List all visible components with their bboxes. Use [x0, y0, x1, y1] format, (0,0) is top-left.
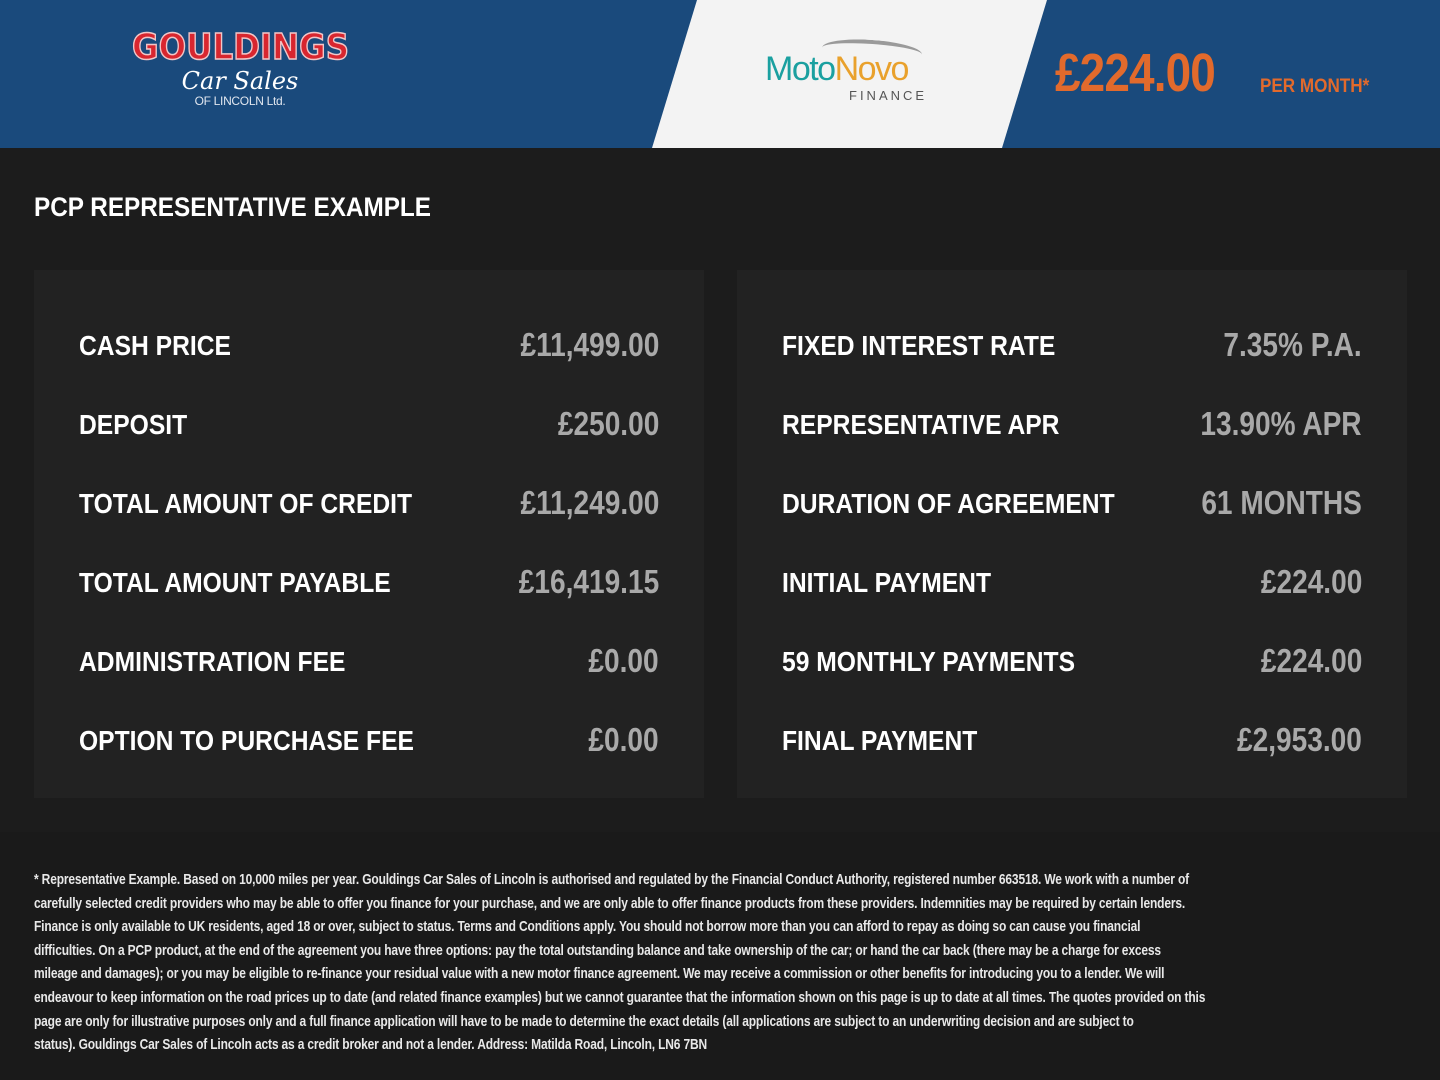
detail-row: 59 MONTHLY PAYMENTS £224.00: [782, 640, 1362, 680]
dealer-logo-subtitle: Car Sales: [181, 67, 299, 95]
disclaimer-line: status). Gouldings Car Sales of Lincoln …: [34, 1036, 708, 1054]
disclaimer-line: Finance is only available to UK resident…: [34, 918, 1141, 936]
detail-row: CASH PRICE £11,499.00: [79, 324, 659, 364]
detail-value: £250.00: [557, 405, 659, 442]
detail-label: OPTION TO PURCHASE FEE: [79, 725, 414, 756]
detail-value: £224.00: [1260, 563, 1362, 600]
detail-value: £11,249.00: [520, 484, 659, 521]
finance-logo-band: [652, 0, 1047, 148]
detail-row: ADMINISTRATION FEE £0.00: [79, 640, 659, 680]
detail-row: FIXED INTEREST RATE 7.35% P.A.: [782, 324, 1362, 364]
detail-value: £2,953.00: [1237, 721, 1362, 758]
disclaimer-line: mileage and damages); or you may be elig…: [34, 965, 1165, 983]
detail-label: INITIAL PAYMENT: [782, 567, 992, 598]
detail-value: £11,499.00: [520, 326, 659, 363]
detail-value: 61 MONTHS: [1201, 484, 1362, 521]
finance-logo: MotoNovo FINANCE: [765, 50, 935, 103]
detail-label: FINAL PAYMENT: [782, 725, 978, 756]
detail-label: 59 MONTHLY PAYMENTS: [782, 646, 1076, 677]
disclaimer-line: difficulties. On a PCP product, at the e…: [34, 941, 1161, 959]
dealer-logo-name: GOULDINGS: [131, 27, 350, 69]
finance-details-left: CASH PRICE £11,499.00 DEPOSIT £250.00 TOTA…: [34, 270, 704, 798]
header-banner: GOULDINGS Car Sales OF LINCOLN Ltd. Moto…: [0, 0, 1440, 148]
detail-row: TOTAL AMOUNT PAYABLE £16,419.15: [79, 561, 659, 601]
finance-logo-part1: Moto: [765, 50, 836, 88]
page-title: PCP REPRESENTATIVE EXAMPLE: [34, 192, 431, 222]
disclaimer-line: endeavour to keep information on the roa…: [34, 988, 1206, 1006]
monthly-price: £224.00: [1055, 43, 1216, 103]
disclaimer-line: carefully selected credit providers who …: [34, 894, 1186, 912]
detail-label: TOTAL AMOUNT OF CREDIT: [79, 488, 413, 519]
detail-label: TOTAL AMOUNT PAYABLE: [79, 567, 391, 598]
disclaimer-line: * Representative Example. Based on 10,00…: [34, 871, 1189, 888]
dealer-logo: GOULDINGS Car Sales OF LINCOLN Ltd.: [120, 27, 360, 108]
detail-value: £224.00: [1260, 642, 1362, 679]
detail-value: 13.90% APR: [1200, 405, 1362, 442]
per-month-label: PER MONTH*: [1260, 76, 1370, 97]
detail-label: DURATION OF AGREEMENT: [782, 488, 1115, 519]
detail-value: £16,419.15: [518, 563, 659, 600]
disclaimer-line: page are only for illustrative purposes …: [34, 1012, 1134, 1030]
finance-details-right: FIXED INTEREST RATE 7.35% P.A. REPRESENTA…: [737, 270, 1407, 798]
detail-label: ADMINISTRATION FEE: [79, 646, 346, 677]
detail-row: TOTAL AMOUNT OF CREDIT £11,249.00: [79, 482, 659, 522]
detail-row: FINAL PAYMENT £2,953.00: [782, 719, 1362, 759]
detail-row: DEPOSIT £250.00: [79, 403, 659, 443]
detail-value: £0.00: [588, 721, 659, 758]
detail-row: OPTION TO PURCHASE FEE £0.00: [79, 719, 659, 759]
detail-label: FIXED INTEREST RATE: [782, 330, 1056, 361]
disclaimer-text: * Representative Example. Based on 10,00…: [34, 868, 1440, 1057]
footer: * Representative Example. Based on 10,00…: [0, 832, 1440, 1080]
detail-value: 7.35% P.A.: [1223, 326, 1362, 363]
detail-label: DEPOSIT: [79, 409, 188, 440]
detail-row: DURATION OF AGREEMENT 61 MONTHS: [782, 482, 1362, 522]
dealer-logo-tagline: OF LINCOLN Ltd.: [194, 94, 286, 108]
detail-value: £0.00: [588, 642, 659, 679]
finance-logo-subtitle: FINANCE: [849, 88, 928, 103]
detail-label: CASH PRICE: [79, 330, 231, 361]
detail-row: REPRESENTATIVE APR 13.90% APR: [782, 403, 1362, 443]
detail-label: REPRESENTATIVE APR: [782, 409, 1060, 440]
finance-logo-part2: Novo: [834, 50, 910, 88]
detail-row: INITIAL PAYMENT £224.00: [782, 561, 1362, 601]
